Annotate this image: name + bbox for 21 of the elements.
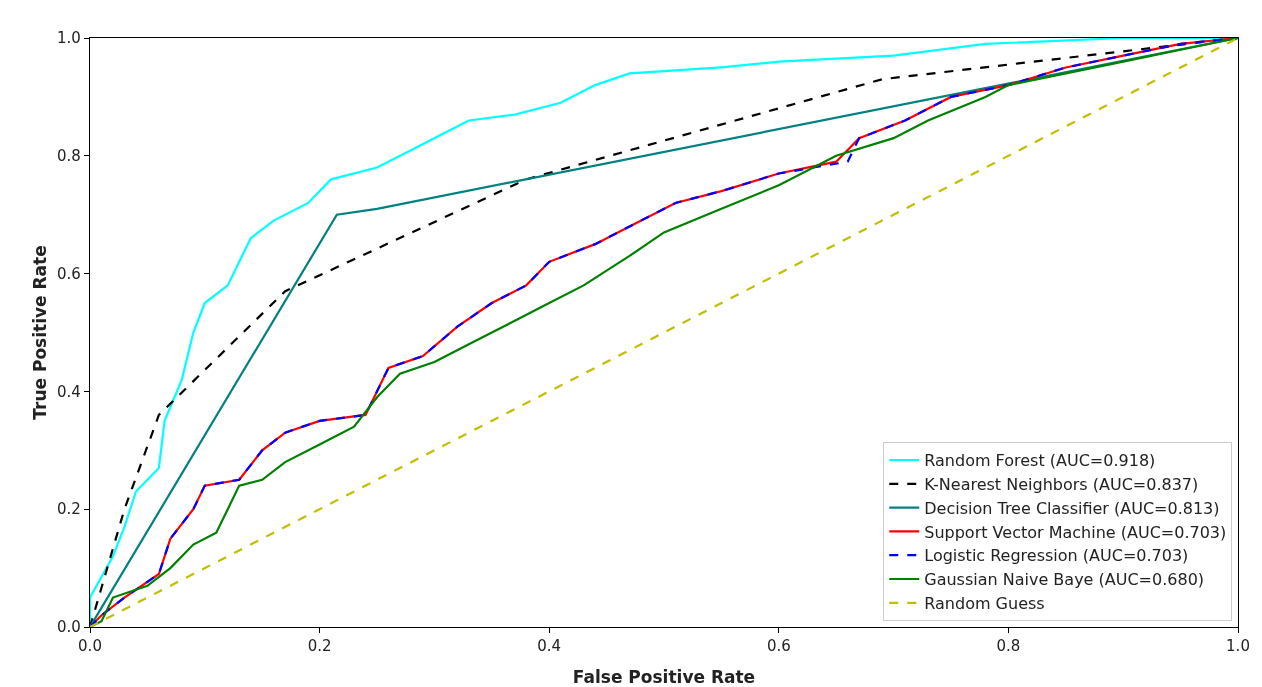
y-tick-label: 1.0 — [57, 29, 81, 48]
y-tick-label: 0.2 — [57, 500, 81, 519]
legend-label: Random Forest (AUC=0.918) — [924, 451, 1156, 471]
legend-label: Gaussian Naive Baye (AUC=0.680) — [924, 570, 1205, 590]
x-tick-label: 1.0 — [1226, 637, 1250, 656]
y-tick-label: 0.0 — [57, 618, 81, 637]
x-tick-label: 0.8 — [996, 637, 1021, 656]
legend-label: Random Guess — [924, 594, 1045, 614]
x-axis-title: False Positive Rate — [572, 667, 756, 687]
y-axis-title: True Positive Rate — [29, 245, 50, 420]
legend-label: Decision Tree Classifier (AUC=0.813) — [924, 498, 1220, 518]
legend-label: Support Vector Machine (AUC=0.703) — [924, 522, 1227, 542]
legend-label: Logistic Regression (AUC=0.703) — [924, 546, 1189, 566]
legend-label: K-Nearest Neighbors (AUC=0.837) — [924, 475, 1199, 495]
x-tick-label: 0.6 — [766, 637, 791, 656]
x-tick-label: 0.4 — [537, 637, 562, 656]
x-tick-label: 0.2 — [307, 637, 332, 656]
y-tick-label: 0.8 — [57, 147, 81, 166]
y-tick-label: 0.4 — [57, 382, 81, 401]
y-tick-label: 0.6 — [57, 264, 81, 283]
x-tick-label: 0.0 — [78, 637, 102, 656]
